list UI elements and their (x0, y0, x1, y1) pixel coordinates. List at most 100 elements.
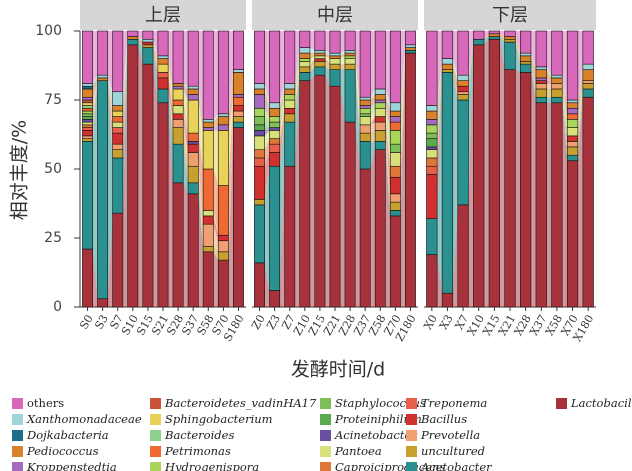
bar-segment (389, 116, 401, 123)
bar-segment (254, 116, 265, 126)
panel-title: 下层 (492, 5, 528, 26)
flow-area (137, 39, 143, 45)
bar-segment (187, 99, 199, 134)
flow-area (437, 69, 443, 219)
bar-segment (254, 130, 265, 137)
flow-area (213, 130, 219, 186)
flow-area (228, 105, 234, 241)
flow-area (562, 83, 568, 142)
bar-segment (187, 182, 199, 195)
flow-area (153, 42, 158, 65)
flow-area (370, 149, 376, 307)
bar-segment (233, 116, 244, 123)
bar-segment (314, 55, 326, 59)
flow-area (385, 130, 391, 211)
flow-area (385, 116, 391, 178)
flow-area (437, 69, 443, 219)
y-tick-label: 75 (44, 92, 62, 108)
flow-area (279, 166, 285, 307)
flow-area (153, 42, 158, 89)
bar-segment (314, 74, 326, 308)
flow-area (437, 69, 443, 167)
bar-segment (405, 30, 416, 46)
flow-area (279, 31, 285, 103)
flow-area (468, 39, 474, 95)
flow-area (183, 105, 189, 145)
x-tick-label: X0 (421, 313, 440, 332)
flow-area (183, 119, 189, 167)
flow-area (499, 36, 505, 70)
flow-area (400, 50, 406, 123)
flow-area (468, 39, 474, 205)
flow-area (92, 75, 98, 87)
bar-segment (217, 124, 229, 131)
flow-area (400, 44, 406, 112)
flow-area (92, 80, 98, 114)
bar-segment (284, 121, 296, 167)
flow-area (168, 72, 173, 114)
bar-segment (329, 69, 341, 87)
bar-segment (535, 96, 547, 104)
bar-segment (269, 143, 281, 153)
bar-segment (82, 127, 93, 131)
bar-segment (157, 58, 169, 65)
bar-segment (172, 99, 184, 106)
bar-segment (112, 121, 124, 128)
flow-area (355, 55, 361, 114)
bar-segment (374, 99, 386, 104)
legend-label: Staphylococcus (335, 396, 426, 410)
flow-area (530, 61, 536, 81)
flow-area (562, 97, 568, 161)
bar-segment (551, 96, 563, 104)
bar-segment (82, 105, 93, 109)
bar-segment (426, 119, 438, 126)
bar-segment (82, 96, 93, 101)
bar-segment (405, 47, 416, 51)
flow-area (183, 31, 189, 87)
legend-label: Acinetobacter (334, 428, 418, 442)
bar-segment (504, 69, 516, 308)
bar-segment (389, 130, 401, 145)
legend-label: Hydrogenispora (164, 460, 259, 471)
legend-label: others (27, 396, 64, 410)
flow-area (370, 108, 376, 117)
flow-area (355, 64, 361, 134)
bar-segment (172, 127, 184, 145)
bar-segment (344, 69, 356, 123)
bar-segment (82, 110, 93, 115)
flow-area (484, 39, 490, 307)
flow-area (137, 36, 143, 43)
bar-segment (314, 30, 326, 51)
bar-segment (112, 30, 124, 93)
flow-area (530, 55, 536, 78)
flow-area (385, 102, 391, 145)
flow-area (452, 204, 458, 307)
flow-area (279, 122, 285, 291)
bar-segment (426, 105, 438, 112)
bar-segment (535, 83, 547, 90)
bar-segment (254, 262, 265, 308)
flow-area (279, 108, 285, 153)
bar-segment (254, 107, 265, 117)
bar-segment (314, 58, 326, 62)
flow-area (264, 83, 270, 109)
flow-area (198, 144, 204, 216)
bar-segment (112, 132, 124, 145)
bar-segment (284, 94, 296, 101)
flow-area (122, 39, 128, 117)
flow-area (264, 88, 270, 117)
bar-segment (344, 50, 356, 54)
flow-area (370, 122, 376, 134)
bar-segment (254, 135, 265, 150)
bar-segment (535, 30, 547, 68)
legend-label: Dojkabacteria (26, 428, 109, 442)
flow-area (198, 166, 204, 252)
flow-area (437, 69, 443, 134)
flow-area (437, 64, 443, 120)
flow-area (340, 86, 345, 307)
bar-segment (359, 124, 371, 134)
flow-area (309, 55, 315, 67)
flow-area (530, 72, 536, 308)
panel-title: 中层 (317, 5, 353, 26)
